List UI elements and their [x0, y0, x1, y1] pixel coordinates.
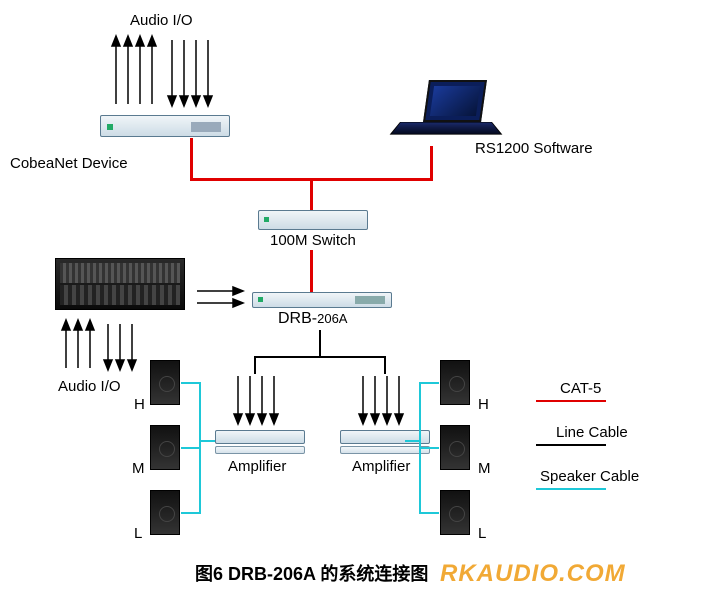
spk-cable-r-m — [421, 447, 439, 449]
drb-to-amp-left-arrows — [230, 372, 290, 428]
cobeanet-device — [100, 115, 230, 137]
legend-linecable-label: Line Cable — [556, 424, 628, 441]
spk-cable-r-to-amp — [405, 440, 421, 442]
cat5-left-horiz — [190, 178, 312, 181]
speaker-h-right — [440, 360, 470, 405]
speaker-l-right-label: L — [478, 525, 486, 542]
drb-suffix: 206A — [317, 311, 347, 326]
spk-cable-l-to-amp — [199, 440, 215, 442]
laptop-device — [400, 80, 500, 145]
legend-cat5-label: CAT-5 — [560, 380, 601, 397]
speaker-l-left-label: L — [134, 525, 142, 542]
amplifier-right-2 — [340, 446, 430, 454]
drb-split-right-down — [384, 356, 386, 374]
speaker-h-left — [150, 360, 180, 405]
mixer-to-drb-arrows — [195, 285, 247, 309]
amp-left-label: Amplifier — [228, 458, 286, 475]
legend-speakercable-label: Speaker Cable — [540, 468, 639, 485]
drb-to-amp-right-arrows — [355, 372, 415, 428]
spk-cable-r-h — [421, 382, 439, 384]
cat5-right-horiz — [312, 178, 433, 181]
spk-cable-l-vert — [199, 382, 201, 514]
speaker-h-right-label: H — [478, 396, 489, 413]
amp-right-label: Amplifier — [352, 458, 410, 475]
spk-cable-l-l — [181, 512, 199, 514]
speaker-m-right-label: M — [478, 460, 491, 477]
cat5-laptop-down — [430, 146, 433, 180]
switch-label: 100M Switch — [270, 232, 356, 249]
legend-linecable-line — [536, 444, 606, 446]
figure-caption: 图6 DRB-206A 的系统连接图 — [195, 560, 428, 586]
audio-io-left-label: Audio I/O — [58, 378, 121, 395]
cat5-center-down — [310, 178, 313, 210]
speaker-m-left — [150, 425, 180, 470]
speaker-m-left-label: M — [132, 460, 145, 477]
audio-io-left-arrows — [60, 318, 150, 376]
mixer-device — [55, 258, 185, 310]
speaker-h-left-label: H — [134, 396, 145, 413]
drb-prefix: DRB- — [278, 310, 317, 327]
spk-cable-l-h — [181, 382, 199, 384]
amplifier-left-2 — [215, 446, 305, 454]
drb-split-left-down — [254, 356, 256, 374]
spk-cable-r-l — [421, 512, 439, 514]
audio-io-top-arrows — [108, 34, 228, 112]
legend-speakercable-line — [536, 488, 606, 490]
audio-io-top-label: Audio I/O — [130, 12, 193, 29]
drb-label: DRB-206A — [278, 310, 347, 328]
speaker-l-right — [440, 490, 470, 535]
drb-device — [252, 292, 392, 308]
spk-cable-l-m — [181, 447, 199, 449]
spk-cable-r-vert — [419, 382, 421, 514]
legend-cat5-line — [536, 400, 606, 402]
switch-device — [258, 210, 368, 230]
speaker-m-right — [440, 425, 470, 470]
rs1200-label: RS1200 Software — [475, 140, 593, 157]
drb-split-horiz — [254, 356, 386, 358]
cat5-cobeanet-down — [190, 138, 193, 180]
speaker-l-left — [150, 490, 180, 535]
cat5-switch-drb — [310, 250, 313, 292]
watermark: RKAUDIO.COM — [440, 560, 626, 588]
cobeanet-label: CobeaNet Device — [10, 155, 128, 172]
drb-down-line — [319, 330, 321, 358]
amplifier-left — [215, 430, 305, 444]
